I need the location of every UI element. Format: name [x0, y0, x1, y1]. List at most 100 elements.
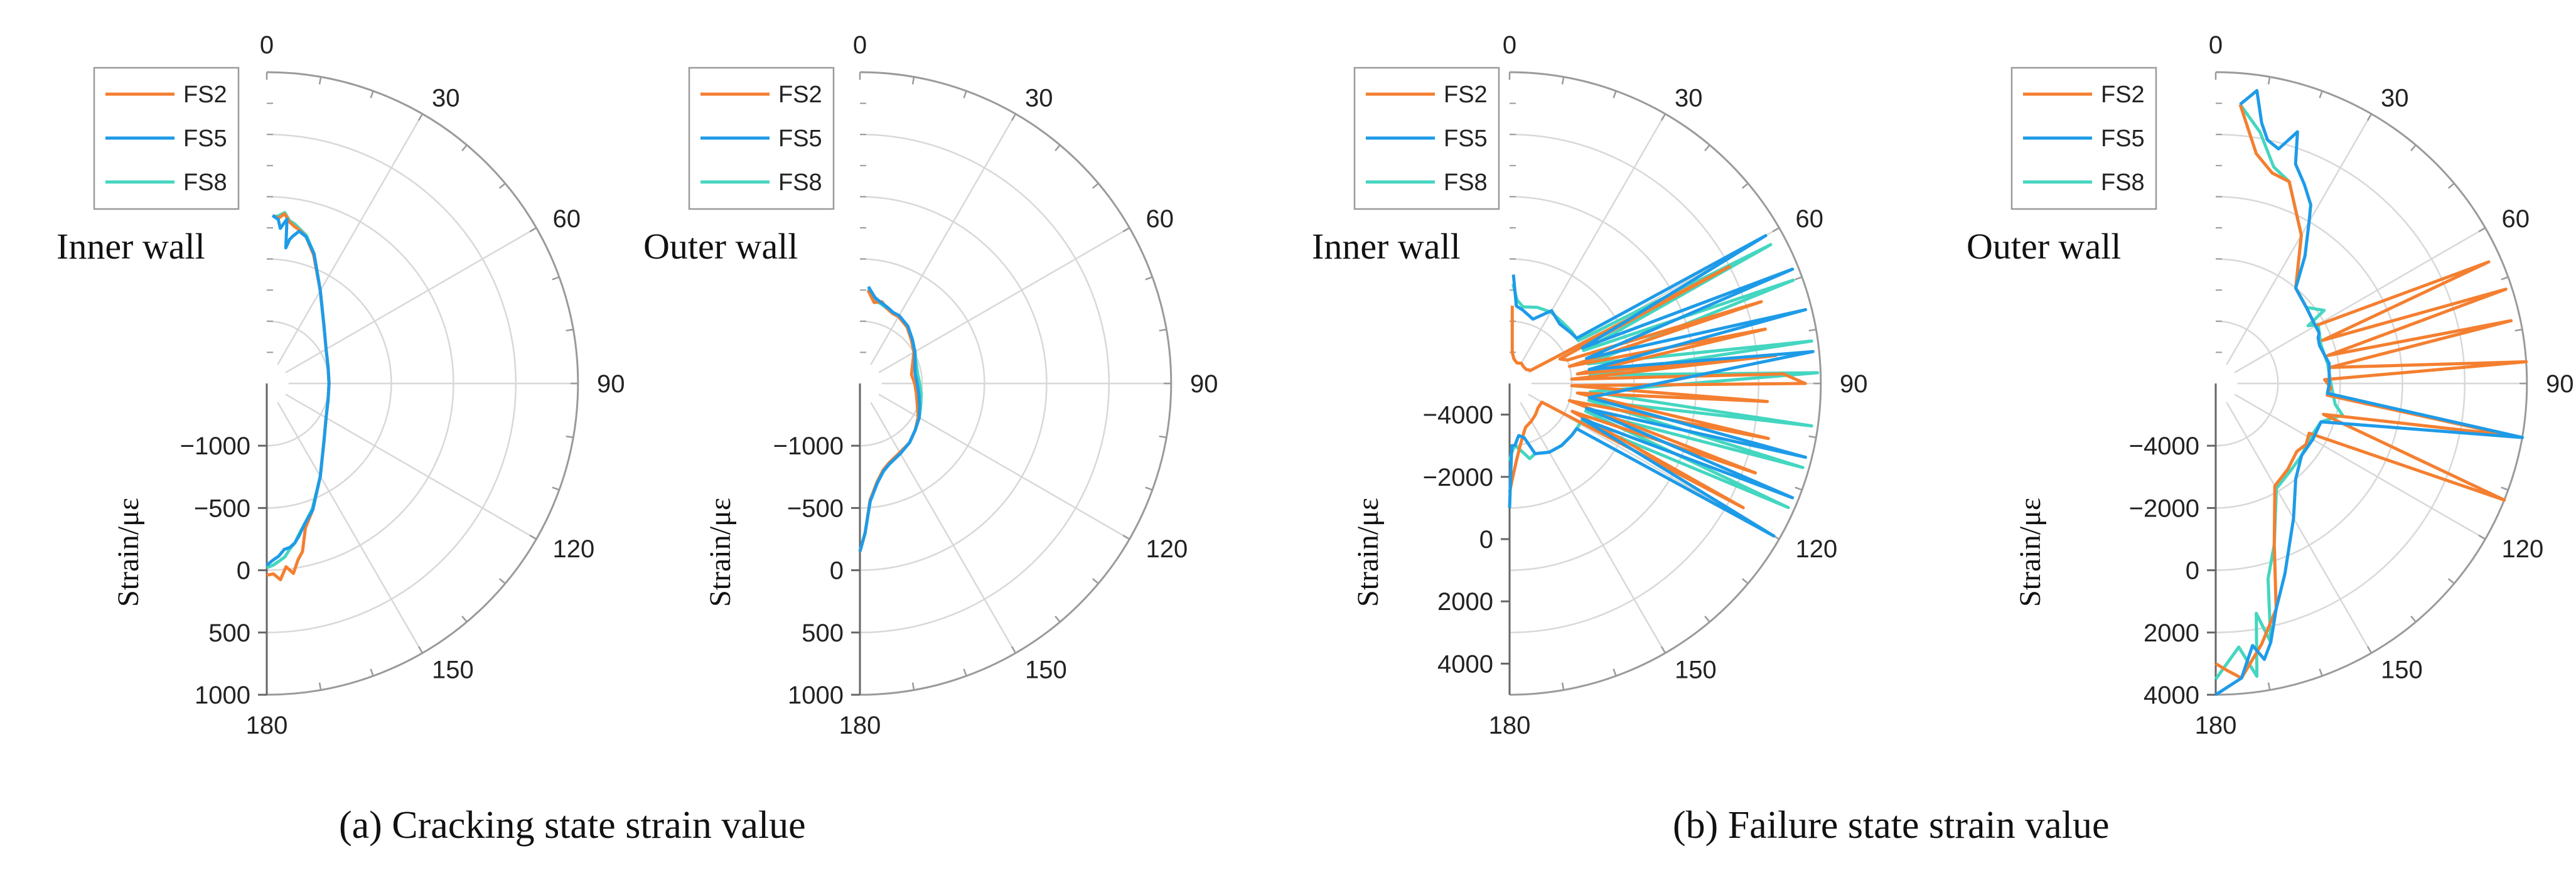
angle-tick-120: 120	[1146, 535, 1188, 563]
grid-spoke-30	[277, 113, 424, 365]
angle-minor-tick-110	[1145, 486, 1153, 491]
r-tick-label-2: 0	[2186, 557, 2199, 585]
angle-minor-tick-40	[1055, 144, 1061, 152]
angle-tick-90: 90	[2546, 370, 2574, 398]
angle-minor-tick-10	[318, 77, 322, 85]
angle-tick-0: 0	[2209, 31, 2223, 59]
angle-tick-0: 0	[1503, 31, 1516, 59]
grid-spoke-60	[2234, 227, 2486, 373]
polar-chart-2: 0 30 60 90 120 150 180 −1000 −500 0 500 1000 Outer w…	[643, 31, 1218, 739]
angle-minor-tick-140	[461, 615, 468, 623]
angle-minor-tick-120	[529, 534, 537, 540]
angle-tick-120: 120	[2502, 535, 2544, 563]
grid-spoke-30	[870, 113, 1017, 365]
angle-minor-tick-160	[1613, 668, 1617, 677]
legend-label-FS2: FS2	[1444, 82, 1488, 108]
legend: FS2 FS5 FS8	[93, 67, 240, 210]
r-tick-label-0: −1000	[773, 432, 844, 460]
angle-minor-tick-80	[1159, 328, 1167, 332]
angle-minor-tick-30	[2366, 113, 2373, 121]
caption-b: (b) Failure state strain value	[1673, 804, 2110, 847]
angle-tick-30: 30	[2381, 84, 2409, 112]
wall-label: Inner wall	[56, 226, 205, 267]
angle-minor-tick-80	[2514, 328, 2523, 332]
wall-label: Inner wall	[1312, 226, 1461, 267]
legend-label-FS5: FS5	[183, 126, 227, 152]
angle-tick-150: 150	[2381, 656, 2423, 684]
angle-minor-tick-20	[1613, 90, 1617, 99]
legend-label-FS5: FS5	[1444, 126, 1488, 152]
angle-minor-tick-140	[1055, 615, 1061, 623]
angle-minor-tick-170	[1561, 682, 1565, 690]
r-tick-label-2: 0	[830, 557, 844, 585]
angle-minor-tick-70	[1145, 276, 1153, 281]
y-axis-label: Strain/με	[2014, 498, 2047, 607]
angle-tick-180: 180	[839, 712, 881, 739]
y-axis-label: Strain/με	[704, 498, 737, 607]
r-tick-label-1: −500	[194, 495, 250, 522]
angle-minor-tick-70	[2501, 276, 2509, 281]
grid-spoke-120	[2234, 394, 2486, 540]
angle-tick-60: 60	[1796, 205, 1824, 233]
angle-tick-60: 60	[553, 205, 581, 233]
y-axis-label: Strain/με	[1351, 498, 1385, 607]
r-tick-label-4: 1000	[195, 682, 250, 709]
angle-minor-tick-20	[370, 90, 374, 99]
angle-tick-150: 150	[1675, 656, 1717, 684]
angle-minor-tick-160	[2319, 668, 2323, 677]
angle-minor-tick-150	[1660, 646, 1666, 654]
angle-minor-tick-140	[2410, 615, 2417, 623]
angle-minor-tick-130	[1741, 578, 1749, 584]
series-line-FS5	[2214, 88, 2524, 697]
grid-spoke-30	[2226, 113, 2373, 365]
angle-minor-tick-170	[2267, 682, 2271, 690]
series-line-FS2	[1508, 265, 1807, 510]
angle-minor-tick-10	[2267, 77, 2271, 85]
r-tick-label-0: −4000	[2129, 432, 2199, 460]
angle-minor-tick-150	[2366, 646, 2373, 654]
angle-minor-tick-130	[1092, 578, 1099, 584]
angle-minor-tick-60	[1122, 227, 1130, 233]
grid-spoke-120	[285, 394, 537, 540]
r-tick-label-2: 0	[237, 557, 250, 585]
series-line-FS2	[266, 212, 331, 582]
angle-minor-tick-140	[1704, 615, 1710, 623]
r-tick-label-1: −500	[787, 495, 844, 522]
grid-spoke-60	[285, 227, 537, 373]
legend-label-FS5: FS5	[778, 126, 822, 152]
r-tick-label-4: 1000	[788, 682, 844, 709]
angle-minor-tick-130	[498, 578, 506, 584]
caption-a: (a) Cracking state strain value	[339, 804, 806, 847]
angle-minor-tick-110	[2501, 486, 2509, 491]
series-line-FS5	[1508, 233, 1815, 538]
angle-minor-tick-120	[1122, 534, 1130, 540]
angle-tick-90: 90	[1190, 370, 1218, 398]
legend: FS2 FS5 FS8	[1353, 67, 1500, 210]
legend-label-FS8: FS8	[2101, 169, 2145, 196]
legend-label-FS2: FS2	[183, 82, 227, 108]
angle-tick-180: 180	[1489, 712, 1531, 739]
angle-minor-tick-40	[1704, 144, 1710, 152]
angle-minor-tick-50	[1741, 183, 1749, 189]
legend-label-FS5: FS5	[2101, 126, 2145, 152]
r-tick-label-3: 500	[802, 619, 844, 647]
angle-tick-30: 30	[1675, 84, 1703, 112]
legend: FS2 FS5 FS8	[2010, 67, 2157, 210]
angle-tick-90: 90	[1840, 370, 1868, 398]
r-tick-label-3: 2000	[1437, 588, 1493, 616]
angle-minor-tick-30	[1011, 113, 1017, 121]
grid-spoke-150	[1520, 402, 1666, 654]
angle-tick-60: 60	[2502, 205, 2530, 233]
r-tick-label-3: 500	[208, 619, 250, 647]
angle-minor-tick-170	[318, 682, 322, 690]
series-line-FS5	[266, 214, 331, 567]
angle-minor-tick-110	[552, 486, 560, 491]
charts-group: 0 30 60 90 120 150 180 −1000 −500 0 500 1000 Inner w…	[56, 31, 2574, 739]
angle-minor-tick-170	[911, 682, 915, 690]
r-tick-label-2: 0	[1479, 526, 1493, 554]
angle-minor-tick-110	[1795, 486, 1803, 491]
angle-minor-tick-80	[566, 328, 574, 332]
angle-tick-30: 30	[1025, 84, 1053, 112]
angle-minor-tick-20	[2319, 90, 2323, 99]
